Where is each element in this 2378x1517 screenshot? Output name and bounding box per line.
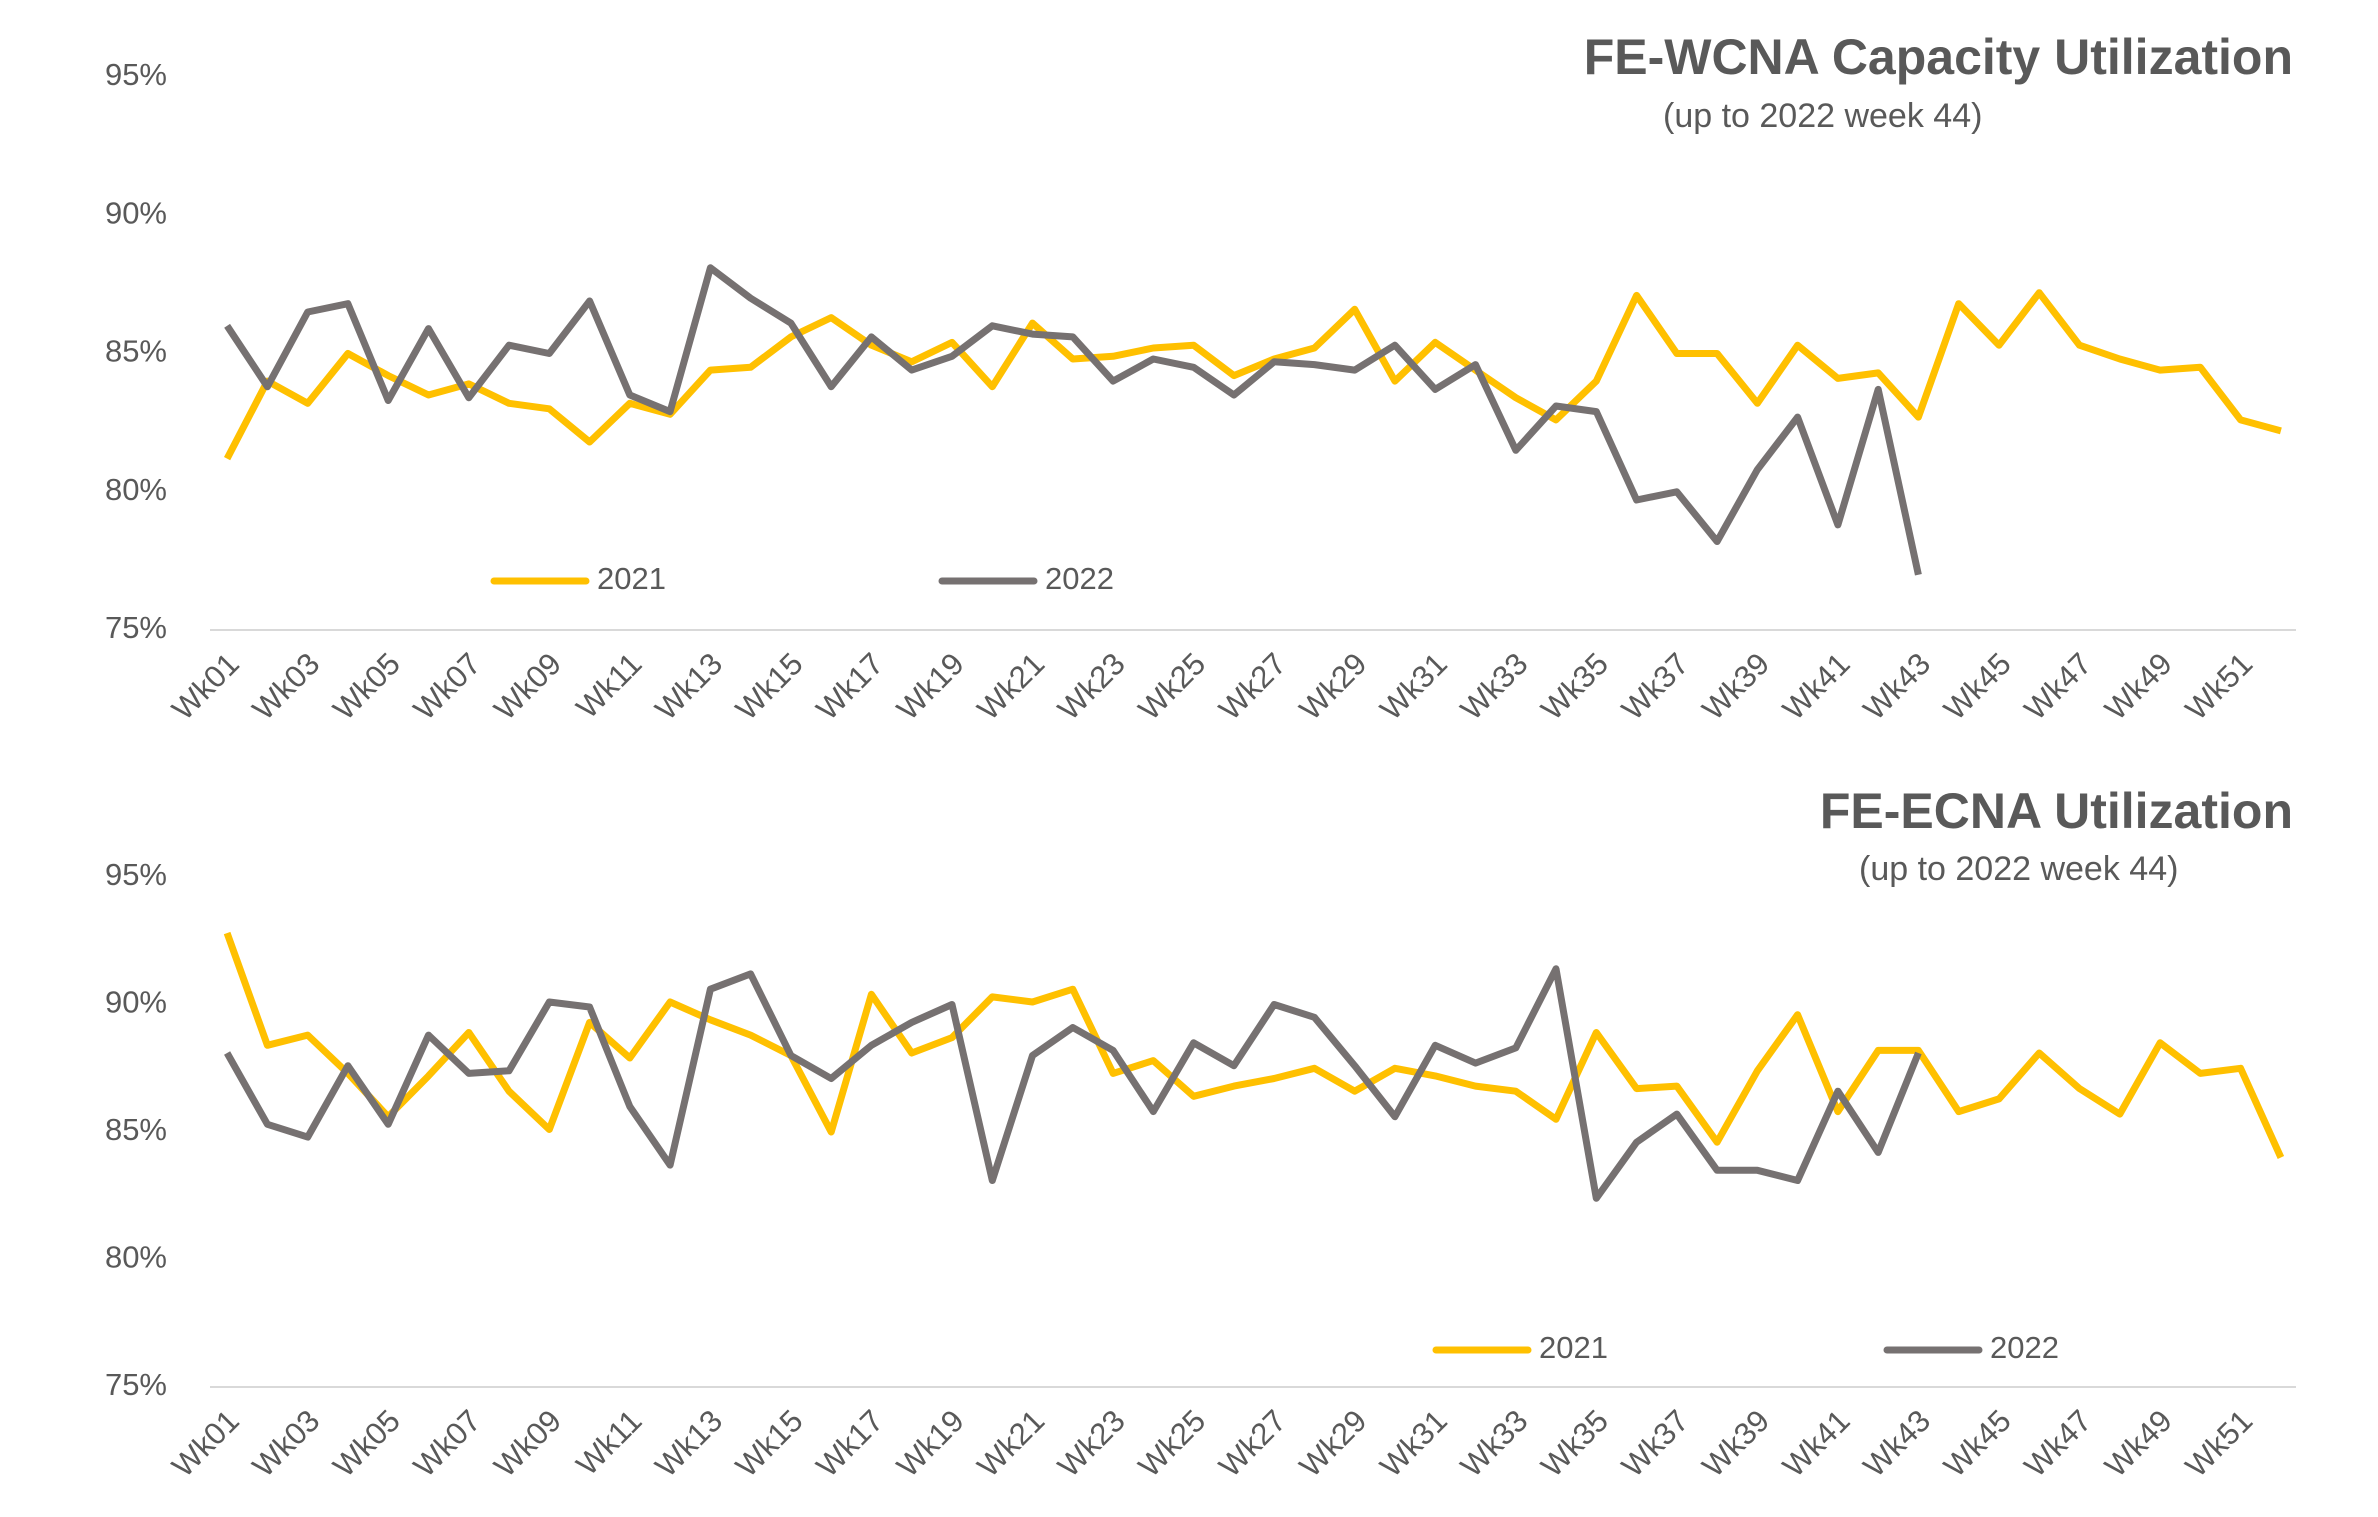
y-tick-label: 80%: [105, 472, 167, 507]
chart-title: FE-ECNA Utilization: [1820, 783, 2293, 839]
x-tick-label: Wk37: [1615, 1403, 1696, 1484]
x-tick-label: Wk27: [1212, 646, 1293, 727]
y-tick-label: 80%: [105, 1240, 167, 1275]
y-tick-label: 90%: [105, 985, 167, 1020]
x-tick-label: Wk25: [1132, 1403, 1213, 1484]
legend-label: 2022: [1045, 561, 1114, 596]
x-tick-label: Wk09: [487, 1403, 568, 1484]
x-tick-label: Wk45: [1937, 646, 2018, 727]
x-tick-label: Wk25: [1132, 646, 1213, 727]
legend-label: 2021: [597, 561, 666, 596]
y-tick-label: 85%: [105, 1112, 167, 1147]
y-tick-label: 85%: [105, 334, 167, 369]
x-tick-label: Wk19: [890, 646, 971, 727]
x-tick-label: Wk23: [1051, 646, 1132, 727]
y-tick-label: 75%: [105, 1367, 167, 1402]
x-tick-label: Wk07: [407, 646, 488, 727]
series-line: [224, 264, 1922, 576]
x-tick-label: Wk21: [970, 1403, 1051, 1484]
x-tick-label: Wk11: [569, 1403, 648, 1482]
x-tick-label: Wk39: [1695, 1403, 1776, 1484]
x-tick-label: Wk05: [326, 646, 407, 727]
x-tick-label: Wk13: [648, 646, 729, 727]
x-tick-label: Wk35: [1534, 646, 1615, 727]
legend-label: 2022: [1990, 1330, 2059, 1365]
x-tick-label: Wk49: [2098, 1403, 2179, 1484]
series-line: [223, 931, 2285, 1159]
y-tick-label: 90%: [105, 195, 167, 230]
chart-subtitle: (up to 2022 week 44): [1663, 97, 1982, 135]
x-tick-label: Wk37: [1615, 646, 1696, 727]
x-tick-label: Wk27: [1212, 1403, 1293, 1484]
x-tick-label: Wk35: [1534, 1403, 1615, 1484]
x-tick-label: Wk15: [729, 646, 810, 727]
chart-title: FE-WCNA Capacity Utilization: [1584, 29, 2293, 85]
x-tick-label: Wk15: [729, 1403, 810, 1484]
x-tick-label: Wk03: [246, 646, 327, 727]
x-tick-label: Wk43: [1856, 646, 1937, 727]
series-line: [224, 965, 1922, 1202]
x-tick-label: Wk19: [890, 1403, 971, 1484]
x-tick-label: Wk11: [569, 646, 648, 725]
x-tick-label: Wk05: [326, 1403, 407, 1484]
x-tick-label: Wk17: [809, 646, 890, 727]
x-tick-label: Wk51: [2179, 646, 2260, 727]
x-tick-label: Wk41: [1776, 1403, 1857, 1484]
x-tick-label: Wk31: [1373, 1403, 1454, 1484]
x-tick-label: Wk01: [165, 646, 246, 727]
x-tick-label: Wk49: [2098, 646, 2179, 727]
x-tick-label: Wk07: [407, 1403, 488, 1484]
x-tick-label: Wk17: [809, 1403, 890, 1484]
x-tick-label: Wk51: [2179, 1403, 2260, 1484]
chart-subtitle: (up to 2022 week 44): [1859, 850, 2178, 888]
x-tick-label: Wk21: [970, 646, 1051, 727]
x-tick-label: Wk01: [165, 1403, 246, 1484]
x-tick-label: Wk33: [1454, 646, 1535, 727]
x-tick-label: Wk13: [648, 1403, 729, 1484]
x-tick-label: Wk43: [1856, 1403, 1937, 1484]
y-tick-label: 95%: [105, 857, 167, 892]
x-tick-label: Wk39: [1695, 646, 1776, 727]
x-tick-label: Wk03: [246, 1403, 327, 1484]
y-tick-label: 95%: [105, 57, 167, 92]
x-tick-label: Wk09: [487, 646, 568, 727]
x-tick-label: Wk47: [2017, 1403, 2098, 1484]
x-tick-label: Wk31: [1373, 646, 1454, 727]
legend-label: 2021: [1539, 1330, 1608, 1365]
x-tick-label: Wk45: [1937, 1403, 2018, 1484]
x-tick-label: Wk23: [1051, 1403, 1132, 1484]
x-tick-label: Wk29: [1293, 1403, 1374, 1484]
x-tick-label: Wk29: [1293, 646, 1374, 727]
x-tick-label: Wk33: [1454, 1403, 1535, 1484]
series-line: [223, 289, 2282, 461]
y-tick-label: 75%: [105, 610, 167, 645]
x-tick-label: Wk41: [1776, 646, 1857, 727]
x-tick-label: Wk47: [2017, 646, 2098, 727]
